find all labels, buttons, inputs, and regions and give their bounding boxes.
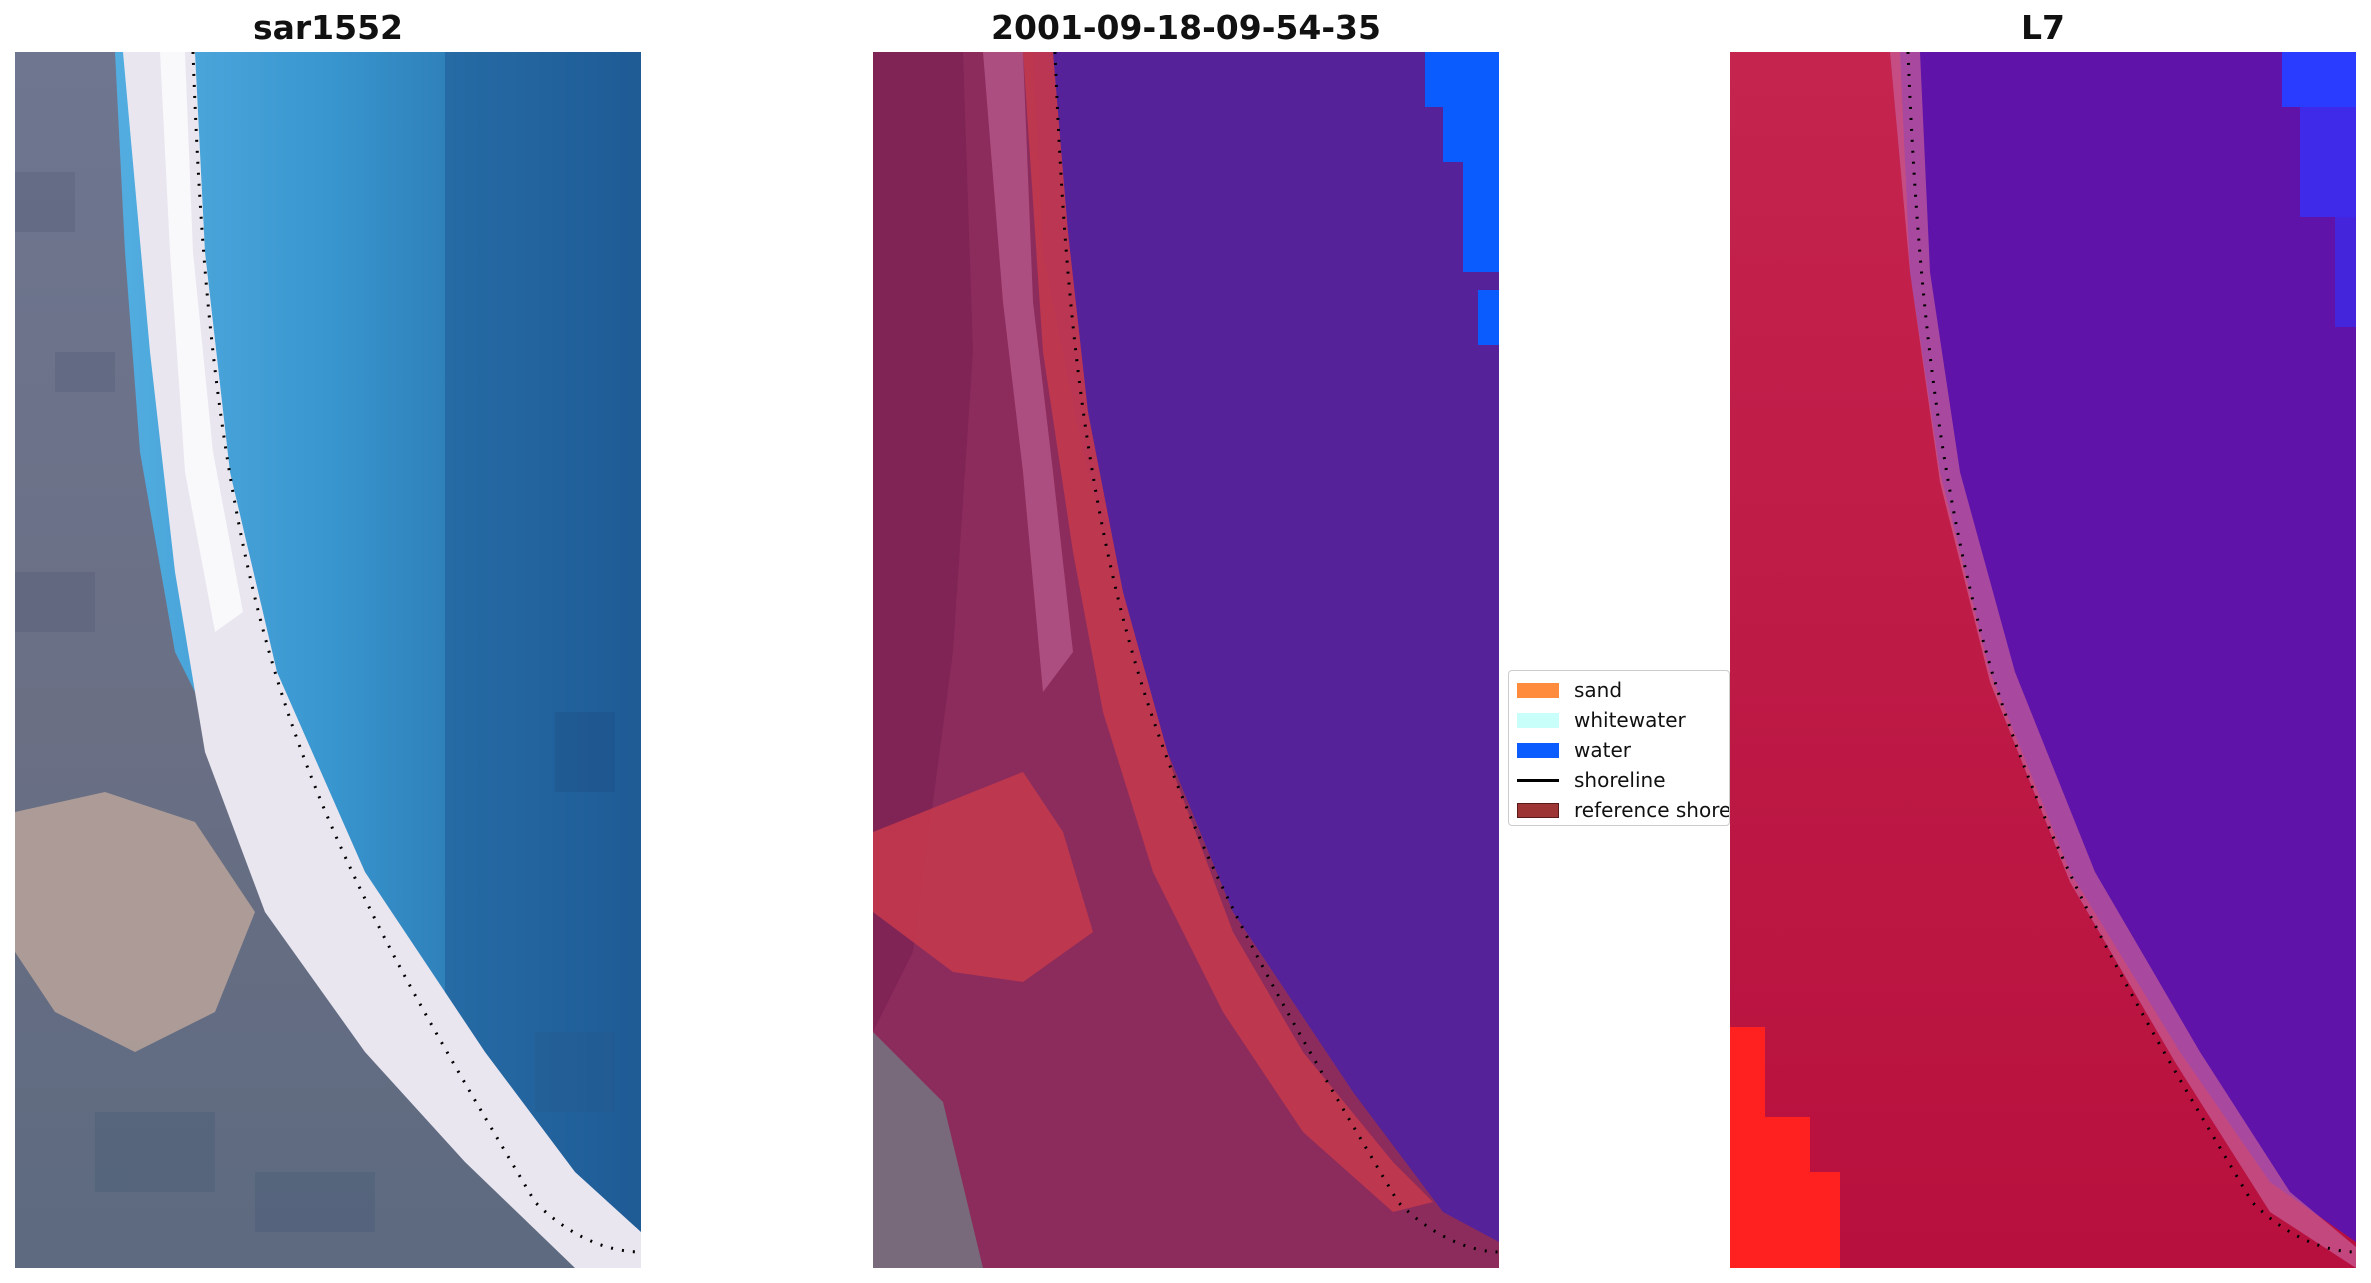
legend-label: water [1574,738,1631,762]
whitewater-swatch [1517,712,1559,728]
legend-item-reference-shoreline: reference shoreline buffer [1509,795,1729,825]
panel-title-classified: 2001-09-18-09-54-35 [991,8,1381,47]
legend-label: whitewater [1574,708,1686,732]
panel-title-rgb: sar1552 [252,8,404,47]
water-swatch [1517,742,1559,758]
legend-item-shoreline: shoreline [1509,765,1729,795]
rgb-image [15,52,641,1268]
shoreline-line-swatch [1517,778,1559,782]
reference-buffer-swatch [1517,802,1559,818]
rgb-image-panel [15,52,641,1268]
legend-label: reference shoreline buffer [1574,798,1729,822]
legend-item-whitewater: whitewater [1509,705,1729,735]
legend-item-water: water [1509,735,1729,765]
legend-label: sand [1574,678,1623,702]
legend: sand whitewater water shoreline referenc… [1508,670,1730,826]
sand-swatch [1517,682,1559,698]
panel-title-mndwi: L7 [2021,8,2065,47]
legend-item-sand: sand [1509,675,1729,705]
index-image [1730,52,2356,1268]
classified-image [873,52,1499,1268]
classified-image-panel [873,52,1499,1268]
index-image-panel [1730,52,2356,1268]
legend-label: shoreline [1574,768,1666,792]
